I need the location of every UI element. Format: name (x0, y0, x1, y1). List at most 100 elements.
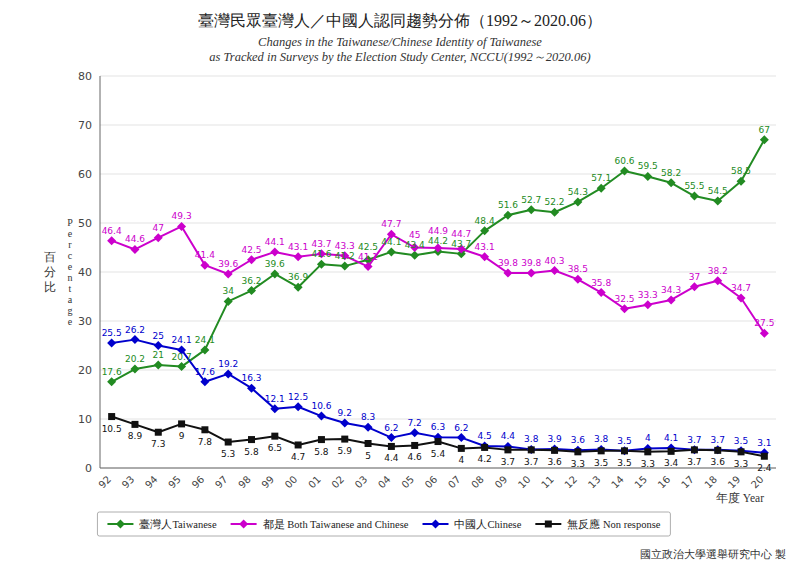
data-point (387, 247, 396, 256)
data-point (597, 184, 606, 193)
data-label: 41.4 (195, 250, 215, 260)
data-label: 33.3 (638, 290, 658, 300)
x-tick-label: 12 (562, 474, 579, 491)
data-label: 34 (222, 286, 234, 296)
data-label: 57.1 (591, 173, 611, 183)
data-point (317, 260, 326, 269)
data-point (597, 288, 606, 297)
data-point (410, 251, 419, 260)
y-tick-label: 50 (78, 217, 92, 230)
data-point (597, 445, 606, 454)
data-point (247, 255, 256, 264)
y-tick-label: 80 (78, 70, 92, 83)
data-label: 5.3 (221, 449, 235, 459)
data-label: 6.5 (268, 443, 282, 453)
x-tick-label: 11 (539, 474, 556, 491)
data-label: 46.4 (102, 226, 122, 236)
data-point (435, 438, 442, 445)
x-tick-label: 00 (283, 474, 300, 491)
data-label: 44.1 (265, 237, 285, 247)
data-label: 8.9 (128, 431, 143, 441)
data-point (573, 197, 582, 206)
y-axis-label-line: 分 (44, 265, 56, 279)
data-point (620, 446, 629, 455)
legend-marker (239, 520, 248, 529)
data-label: 7.2 (408, 418, 422, 428)
x-tick-label: 07 (446, 474, 463, 491)
data-label: 3.9 (547, 434, 562, 444)
data-label: 5.8 (244, 447, 259, 457)
y-axis-label-line: t (69, 283, 72, 294)
y-tick-label: 10 (78, 413, 92, 426)
y-axis-label-line: c (68, 250, 73, 261)
data-label: 5.9 (338, 446, 353, 456)
data-label: 3.7 (524, 457, 538, 467)
data-point (107, 339, 116, 348)
data-label: 43.7 (451, 239, 471, 249)
legend-label: 臺灣人Taiwanese (139, 518, 216, 530)
data-point (317, 412, 326, 421)
data-point (107, 377, 116, 386)
legend-item: 都是 Both Taiwanese and Chinese (231, 518, 409, 530)
data-label: 32.5 (614, 294, 634, 304)
data-label: 44.2 (428, 236, 448, 246)
data-label: 38.2 (708, 266, 728, 276)
data-label: 6.2 (454, 423, 468, 433)
data-label: 36.2 (241, 276, 261, 286)
data-label: 3.1 (757, 438, 771, 448)
x-tick-label: 94 (143, 474, 160, 491)
background (0, 0, 800, 566)
x-tick-label: 08 (469, 474, 486, 491)
data-point (458, 445, 465, 452)
data-point (667, 295, 676, 304)
data-label: 4.4 (501, 431, 516, 441)
data-label: 52.2 (545, 197, 565, 207)
legend-marker (116, 520, 125, 529)
x-tick-label: 04 (376, 474, 393, 491)
data-point (527, 205, 536, 214)
grid-line (100, 272, 776, 273)
data-point (130, 365, 139, 374)
y-axis-label-line: 百 (44, 250, 56, 264)
y-axis-label: 百分比 (44, 250, 56, 294)
data-label: 27.5 (754, 318, 774, 328)
x-tick-label: 98 (236, 474, 253, 491)
legend-label: 中國人Chinese (454, 518, 521, 530)
y-axis-label-line: r (68, 239, 72, 250)
data-label: 3.8 (524, 434, 539, 444)
data-point (340, 418, 349, 427)
grid-line (100, 321, 776, 322)
grid-line (100, 125, 776, 126)
x-tick-label: 02 (329, 474, 346, 491)
x-tick-label: 20 (749, 474, 766, 491)
data-point (364, 423, 373, 432)
data-point (270, 404, 279, 413)
data-point (178, 420, 185, 427)
data-point (480, 226, 489, 235)
data-label: 6.3 (431, 422, 445, 432)
data-point (690, 445, 699, 454)
y-tick-label: 20 (78, 364, 92, 377)
data-point (480, 441, 489, 450)
legend-item: 無反應 Non response (535, 518, 660, 530)
data-label: 3.7 (501, 457, 515, 467)
data-point (107, 236, 116, 245)
y-axis-label-line: e (68, 228, 73, 239)
data-point (550, 444, 559, 453)
title: 臺灣民眾臺灣人／中國人認同趨勢分佈（1992～2020.06） (198, 12, 602, 29)
y-tick-label: 60 (78, 168, 92, 181)
data-label: 35.8 (591, 278, 611, 288)
data-point (620, 167, 629, 176)
data-label: 39.8 (521, 258, 541, 268)
data-point (691, 446, 698, 453)
data-label: 3.5 (594, 458, 608, 468)
data-label: 55.5 (684, 181, 704, 191)
data-point (598, 447, 605, 454)
data-point (294, 283, 303, 292)
data-point (738, 448, 745, 455)
data-point (643, 172, 652, 181)
data-point (551, 447, 558, 454)
data-point (761, 453, 768, 460)
data-label: 3.6 (547, 457, 562, 467)
data-label: 5 (365, 451, 371, 461)
